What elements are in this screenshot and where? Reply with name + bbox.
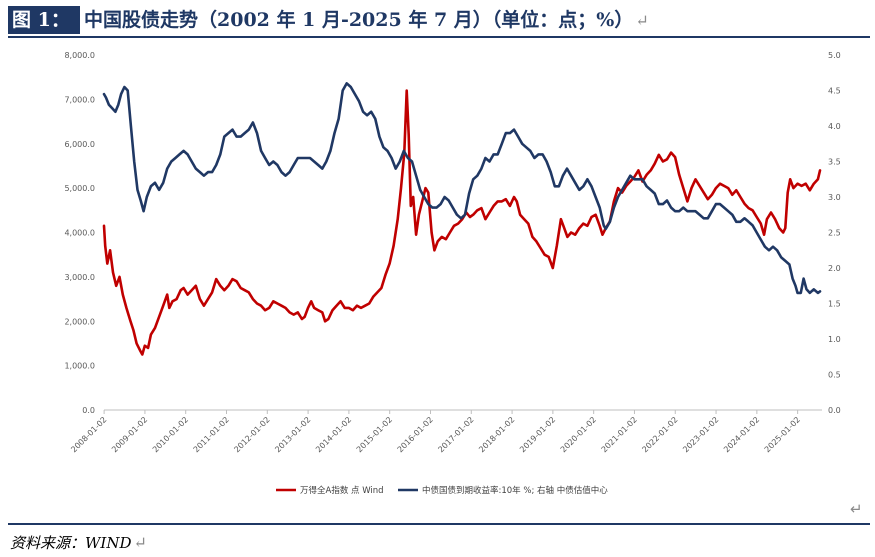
y-right-tick-label: 1.0 bbox=[828, 335, 841, 344]
x-tick-label: 2016-01-02 bbox=[396, 415, 435, 454]
x-tick-label: 2011-01-02 bbox=[192, 415, 231, 454]
x-tick-label: 2024-01-02 bbox=[722, 415, 761, 454]
figure-title: 中国股债走势（2002 年 1 月-2025 年 7 月）（单位：点；%） ↵ bbox=[84, 6, 649, 34]
y-right-tick-label: 2.0 bbox=[828, 264, 841, 273]
y-left-tick-label: 3,000.0 bbox=[64, 273, 95, 282]
x-tick-label: 2008-01-02 bbox=[69, 415, 108, 454]
x-tick-label: 2014-01-02 bbox=[314, 415, 353, 454]
y-left-tick-label: 4,000.0 bbox=[64, 229, 95, 238]
figure-title-bar: 图 1： 中国股债走势（2002 年 1 月-2025 年 7 月）（单位：点；… bbox=[8, 6, 870, 36]
x-tick-label: 2012-01-02 bbox=[232, 415, 271, 454]
y-right-tick-label: 3.5 bbox=[828, 158, 841, 167]
return-mark-icon: ↵ bbox=[850, 500, 863, 518]
y-left-tick-label: 1,000.0 bbox=[64, 362, 95, 371]
x-tick-label: 2015-01-02 bbox=[355, 415, 394, 454]
x-tick-label: 2022-01-02 bbox=[640, 415, 679, 454]
source-note: 资料来源：WIND ↵ bbox=[10, 532, 147, 553]
figure-title-text: 中国股债走势（2002 年 1 月-2025 年 7 月）（单位：点；%） bbox=[84, 9, 634, 31]
y-left-tick-label: 8,000.0 bbox=[64, 51, 95, 60]
y-left-tick-label: 0.0 bbox=[82, 406, 95, 415]
return-mark-icon: ↵ bbox=[635, 11, 649, 30]
legend-label-bond-yield: 中债国债到期收益率:10年 %; 右轴 中债估值中心 bbox=[422, 485, 608, 496]
x-tick-label: 2021-01-02 bbox=[600, 415, 639, 454]
x-tick-label: 2013-01-02 bbox=[273, 415, 312, 454]
series-line-stock-index bbox=[102, 89, 822, 356]
x-tick-label: 2019-01-02 bbox=[518, 415, 557, 454]
x-tick-label: 2023-01-02 bbox=[681, 415, 720, 454]
y-right-tick-label: 0.5 bbox=[828, 371, 841, 380]
y-left-tick-label: 7,000.0 bbox=[64, 95, 95, 104]
x-tick-label: 2025-01-02 bbox=[763, 415, 802, 454]
x-tick-label: 2017-01-02 bbox=[436, 415, 475, 454]
legend-label-stock-index: 万得全A指数 点 Wind bbox=[300, 485, 384, 496]
x-tick-label: 2018-01-02 bbox=[477, 415, 516, 454]
y-right-tick-label: 0.0 bbox=[828, 406, 841, 415]
y-right-tick-label: 3.0 bbox=[828, 193, 841, 202]
source-text: 资料来源：WIND bbox=[10, 534, 132, 552]
return-mark-icon: ↵ bbox=[133, 533, 147, 552]
y-right-tick-label: 2.5 bbox=[828, 229, 841, 238]
chart: 0.0 1,000.0 2,000.0 3,000.0 4,000.0 5,000.0 6,… bbox=[64, 51, 841, 496]
y-right-tick-label: 4.5 bbox=[828, 87, 841, 96]
figure-label: 图 1： bbox=[8, 6, 80, 34]
y-right-tick-label: 4.0 bbox=[828, 122, 841, 131]
y-left-tick-label: 6,000.0 bbox=[64, 140, 95, 149]
title-divider bbox=[8, 36, 870, 38]
x-tick-label: 2020-01-02 bbox=[559, 415, 598, 454]
y-left-tick-label: 5,000.0 bbox=[64, 184, 95, 193]
y-right-tick-label: 5.0 bbox=[828, 51, 841, 60]
y-right-tick-label: 1.5 bbox=[828, 300, 841, 309]
x-tick-label: 2010-01-02 bbox=[151, 415, 190, 454]
y-left-tick-label: 2,000.0 bbox=[64, 317, 95, 326]
x-tick-label: 2009-01-02 bbox=[110, 415, 149, 454]
series-line-bond-yield bbox=[102, 82, 822, 295]
bottom-divider bbox=[8, 523, 870, 525]
